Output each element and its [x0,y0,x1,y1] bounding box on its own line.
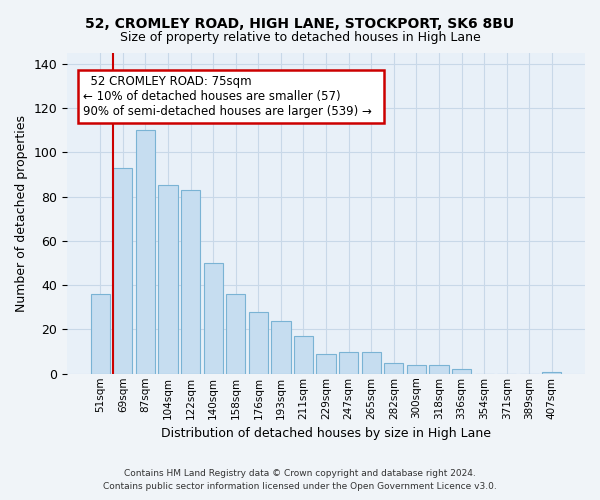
Bar [316,354,335,374]
Text: Size of property relative to detached houses in High Lane: Size of property relative to detached ho… [119,31,481,44]
Text: 52, CROMLEY ROAD, HIGH LANE, STOCKPORT, SK6 8BU: 52, CROMLEY ROAD, HIGH LANE, STOCKPORT, … [85,18,515,32]
Bar [136,130,155,374]
Bar [407,365,426,374]
Y-axis label: Number of detached properties: Number of detached properties [15,114,28,312]
Bar [384,362,403,374]
Bar [113,168,133,374]
Bar [226,294,245,374]
Bar [271,320,290,374]
Text: 52 CROMLEY ROAD: 75sqm
← 10% of detached houses are smaller (57)
90% of semi-det: 52 CROMLEY ROAD: 75sqm ← 10% of detached… [83,75,379,118]
Bar [91,294,110,374]
Bar [452,370,471,374]
Text: Contains HM Land Registry data © Crown copyright and database right 2024.
Contai: Contains HM Land Registry data © Crown c… [103,469,497,491]
Bar [542,372,562,374]
Bar [362,352,381,374]
Bar [430,365,449,374]
Bar [339,352,358,374]
Bar [203,263,223,374]
Bar [249,312,268,374]
Bar [294,336,313,374]
Bar [181,190,200,374]
Bar [158,186,178,374]
X-axis label: Distribution of detached houses by size in High Lane: Distribution of detached houses by size … [161,427,491,440]
